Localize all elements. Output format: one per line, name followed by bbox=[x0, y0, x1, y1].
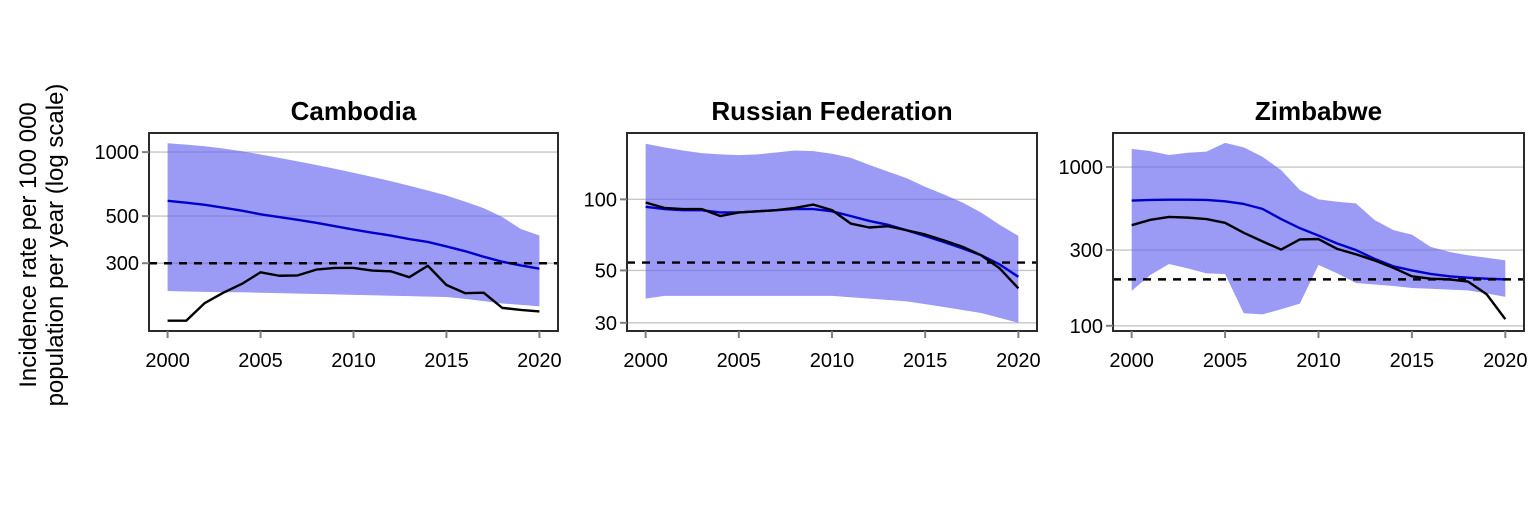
y-axis-title: Incidence rate per 100 000 population pe… bbox=[15, 84, 69, 407]
x-tick-label-2010: 2010 bbox=[810, 350, 855, 372]
y-tick-label-50: 50 bbox=[595, 260, 617, 282]
y-tick-label-1000: 1000 bbox=[95, 142, 140, 164]
y-axis-title-line2: population per year (log scale) bbox=[42, 83, 69, 407]
y-tick-label-300: 300 bbox=[1070, 240, 1103, 262]
y-tick-label-1000: 1000 bbox=[1059, 157, 1104, 179]
x-tick-label-2015: 2015 bbox=[903, 350, 948, 372]
x-tick-label-2015: 2015 bbox=[1390, 350, 1435, 372]
panel-title-zimbabwe: Zimbabwe bbox=[1255, 96, 1382, 126]
y-tick-label-30: 30 bbox=[595, 313, 617, 335]
panel-cambodia: 1000 500 300 2000 2005 2010 2015 2020 Cambodia bbox=[95, 96, 562, 372]
panel-title-cambodia: Cambodia bbox=[291, 96, 417, 126]
zimbabwe-uncertainty-band bbox=[1131, 142, 1506, 315]
russian-federation-uncertainty-band bbox=[645, 143, 1019, 323]
cambodia-estimated-incidence-line bbox=[167, 199, 540, 270]
x-tick-label-2000: 2000 bbox=[145, 350, 190, 372]
y-tick-label-300: 300 bbox=[106, 253, 139, 275]
zimbabwe-estimated-incidence-line bbox=[1131, 198, 1506, 281]
x-tick-label-2020: 2020 bbox=[1483, 350, 1528, 372]
russian-federation-notified-cases-line bbox=[645, 201, 1020, 290]
x-tick-label-2000: 2000 bbox=[623, 350, 668, 372]
x-tick-label-2020: 2020 bbox=[996, 350, 1041, 372]
y-tick-label-100: 100 bbox=[584, 189, 617, 211]
x-tick-label-2005: 2005 bbox=[717, 350, 762, 372]
cambodia-notified-cases-line bbox=[167, 264, 540, 322]
x-tick-label-2005: 2005 bbox=[1203, 350, 1248, 372]
x-tick-label-2000: 2000 bbox=[1109, 350, 1154, 372]
y-axis-title-line1: Incidence rate per 100 000 bbox=[14, 102, 42, 388]
cambodia-uncertainty-band bbox=[167, 143, 540, 307]
panel-zimbabwe: 1000 300 100 2000 2005 2010 2015 2020 Zimbabwe bbox=[1059, 96, 1528, 372]
y-tick-label-100: 100 bbox=[1070, 316, 1103, 338]
x-tick-label-2010: 2010 bbox=[1296, 350, 1341, 372]
x-tick-label-2015: 2015 bbox=[424, 350, 469, 372]
x-tick-label-2005: 2005 bbox=[238, 350, 283, 372]
x-tick-label-2010: 2010 bbox=[331, 350, 376, 372]
panel-title-russian-federation: Russian Federation bbox=[711, 96, 952, 126]
panel-russian-federation: 100 50 30 2000 2005 2010 2015 2020 Russian Feder… bbox=[584, 96, 1041, 372]
y-tick-label-500: 500 bbox=[106, 206, 139, 228]
x-tick-label-2020: 2020 bbox=[517, 350, 562, 372]
